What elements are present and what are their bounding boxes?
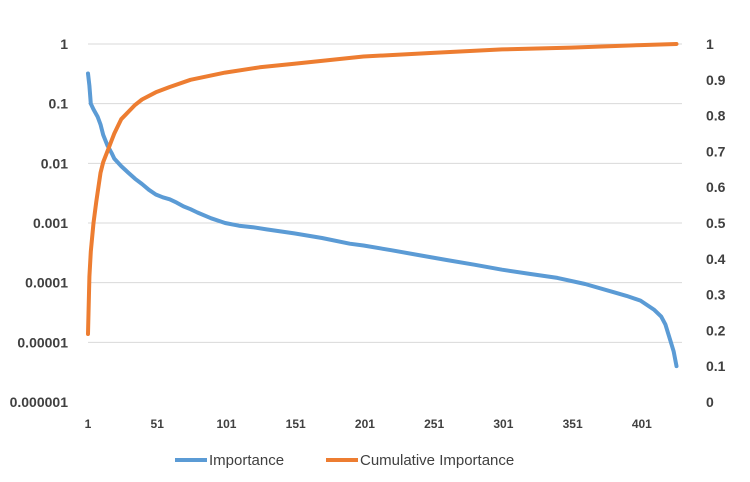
right-tick-label: 1 <box>706 36 714 52</box>
legend-label: Cumulative Importance <box>360 452 514 469</box>
x-tick-label: 1 <box>85 417 92 431</box>
right-tick-label: 0.6 <box>706 179 726 195</box>
right-tick-label: 0.4 <box>706 251 726 267</box>
right-tick-label: 0 <box>706 394 714 410</box>
right-tick-label: 0.2 <box>706 322 726 338</box>
left-axis-ticks: 1 0.1 0.01 0.001 0.0001 0.00001 0.000001 <box>10 36 69 410</box>
right-tick-label: 0.7 <box>706 143 726 159</box>
left-tick-label: 0.01 <box>41 155 68 171</box>
x-tick-label: 301 <box>493 417 513 431</box>
left-tick-label: 0.1 <box>49 96 69 112</box>
x-tick-label: 201 <box>355 417 375 431</box>
right-axis-ticks: 1 0.9 0.8 0.7 0.6 0.5 0.4 0.3 0.2 0.1 0 <box>706 36 726 410</box>
right-tick-label: 0.8 <box>706 108 726 124</box>
right-tick-label: 0.3 <box>706 287 726 303</box>
right-tick-label: 0.9 <box>706 72 726 88</box>
right-tick-label: 0.1 <box>706 358 726 374</box>
x-tick-label: 51 <box>151 417 165 431</box>
series-layer <box>86 42 679 369</box>
left-tick-label: 0.001 <box>33 215 68 231</box>
series-line-importance <box>86 71 679 369</box>
legend: Importance Cumulative Importance <box>175 452 514 469</box>
left-tick-label: 0.0001 <box>25 275 68 291</box>
x-axis-ticks: 1 51 101 151 201 251 301 351 401 <box>85 417 653 431</box>
left-tick-label: 0.00001 <box>17 334 68 350</box>
x-tick-label: 401 <box>632 417 652 431</box>
x-tick-label: 251 <box>424 417 444 431</box>
x-tick-label: 351 <box>563 417 583 431</box>
x-tick-label: 151 <box>286 417 306 431</box>
left-tick-label: 0.000001 <box>10 394 69 410</box>
gridlines <box>88 43 682 343</box>
x-tick-label: 101 <box>216 417 236 431</box>
left-tick-label: 1 <box>60 36 68 52</box>
legend-label: Importance <box>209 452 284 469</box>
right-tick-label: 0.5 <box>706 215 726 231</box>
series-line-cumulative-importance <box>86 42 679 336</box>
